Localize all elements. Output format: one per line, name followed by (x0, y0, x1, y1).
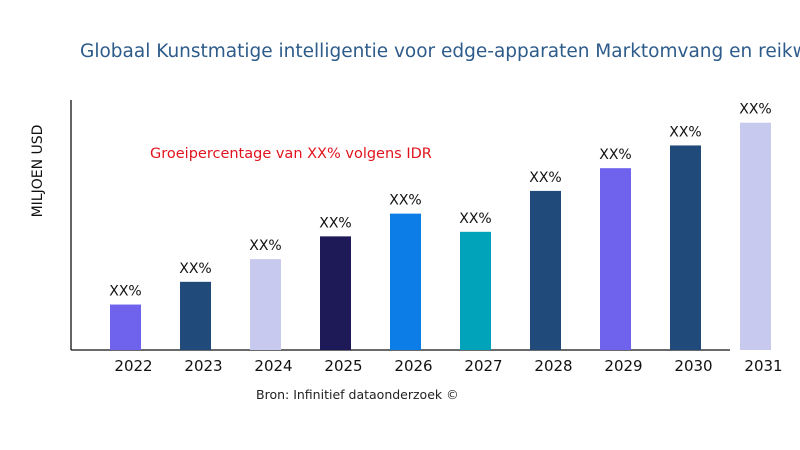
data-label-2024: XX% (249, 238, 281, 254)
data-label-2027: XX% (459, 211, 491, 227)
chart-title: Globaal Kunstmatige intelligentie voor e… (80, 41, 800, 62)
bar-2029 (600, 168, 631, 350)
bar-2030 (670, 145, 701, 350)
bar-2024 (250, 259, 281, 350)
data-label-2030: XX% (669, 124, 701, 140)
data-label-2025: XX% (319, 215, 351, 231)
x-tick-label-2030: 2030 (674, 357, 712, 375)
bar-2031 (740, 122, 771, 351)
data-label-2022: XX% (109, 284, 141, 300)
x-tick-label-2025: 2025 (324, 357, 362, 375)
data-label-2031: XX% (739, 102, 771, 118)
data-label-2028: XX% (529, 170, 561, 186)
x-tick-label-2024: 2024 (254, 357, 292, 375)
bar-2022 (110, 304, 141, 350)
x-tick-label-2028: 2028 (534, 357, 572, 375)
bar-2023 (180, 281, 211, 350)
x-tick-label-2027: 2027 (464, 357, 502, 375)
bar-2026 (390, 213, 421, 350)
x-tick-label-2031: 2031 (744, 357, 782, 375)
bar-2027 (460, 231, 491, 350)
x-tick-label-2022: 2022 (114, 357, 152, 375)
data-label-2029: XX% (599, 147, 631, 163)
bar-2028 (530, 190, 561, 350)
data-label-2026: XX% (389, 193, 421, 209)
growth-annotation: Groeipercentage van XX% volgens IDR (150, 146, 432, 162)
bar-2025 (320, 236, 351, 350)
x-tick-label-2023: 2023 (184, 357, 222, 375)
x-tick-label-2026: 2026 (394, 357, 432, 375)
data-label-2023: XX% (179, 261, 211, 277)
x-tick-label-2029: 2029 (604, 357, 642, 375)
source-note: Bron: Infinitief dataonderzoek © (256, 387, 459, 402)
